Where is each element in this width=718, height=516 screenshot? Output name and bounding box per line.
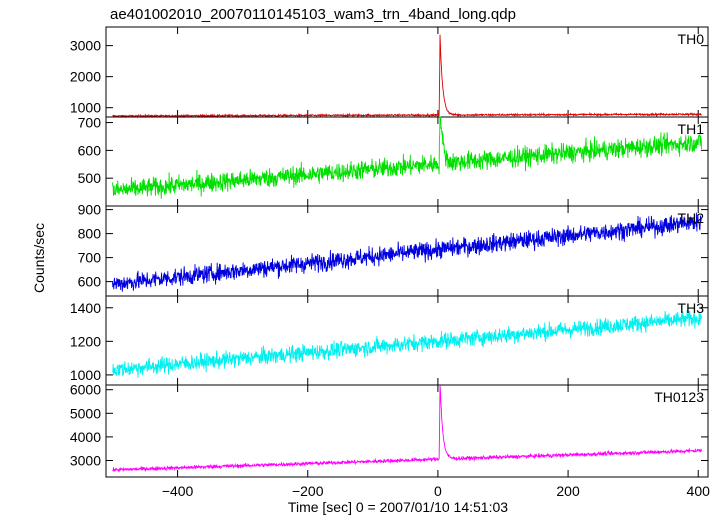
y-tick-label: 4000 (70, 429, 101, 445)
y-tick-label: 800 (78, 226, 102, 242)
panel-frame (105, 384, 709, 478)
series-line-th3 (112, 310, 702, 378)
y-tick-label: 900 (78, 202, 102, 218)
x-tick-label: 0 (434, 483, 442, 499)
y-tick-label: 600 (78, 274, 102, 290)
panel-th2: 600 700 800 900 TH2 (78, 202, 709, 297)
y-tick-label: 1000 (70, 367, 101, 383)
y-tick-label: 500 (78, 170, 102, 186)
series-line-th1 (112, 116, 702, 199)
y-tick-label: 6000 (70, 382, 101, 398)
y-tick-label: 700 (78, 115, 102, 131)
panel-label: TH0 (678, 31, 705, 47)
panel-th1: 500 600 700 TH1 (78, 115, 709, 207)
x-axis-label: Time [sec] 0 = 2007/01/10 14:51:03 (288, 499, 508, 515)
y-tick-label: 600 (78, 142, 102, 158)
series-line-th2 (112, 212, 702, 292)
panel-label: TH3 (678, 300, 705, 316)
x-tick-label: 200 (556, 483, 580, 499)
y-tick-label: 3000 (70, 452, 101, 468)
y-tick-label: 1000 (70, 100, 101, 116)
x-tick-label: −400 (162, 483, 194, 499)
series-line-th0123 (112, 384, 702, 473)
x-tick-label: −200 (292, 483, 324, 499)
y-tick-label: 5000 (70, 405, 101, 421)
panel-th0: 1000 2000 3000 TH0 (70, 26, 709, 119)
y-tick-label: 2000 (70, 69, 101, 85)
x-tick-label: 400 (687, 483, 711, 499)
y-tick-label: 1400 (70, 300, 101, 316)
y-tick-label: 1200 (70, 333, 101, 349)
panel-label: TH1 (678, 121, 705, 137)
panel-th0123: 3000 4000 5000 6000 TH0123 (70, 382, 709, 478)
y-tick-label: 700 (78, 250, 102, 266)
y-tick-label: 3000 (70, 38, 101, 54)
series-line-th0 (112, 34, 702, 119)
y-axis-label: Counts/sec (31, 223, 47, 293)
chart-title: ae401002010_20070110145103_wam3_trn_4ban… (110, 6, 516, 23)
panel-label: TH0123 (654, 389, 704, 405)
panel-th3: 1000 1200 1400 TH3 (70, 295, 709, 386)
panel-frame (105, 26, 709, 118)
panel-label: TH2 (678, 210, 705, 226)
